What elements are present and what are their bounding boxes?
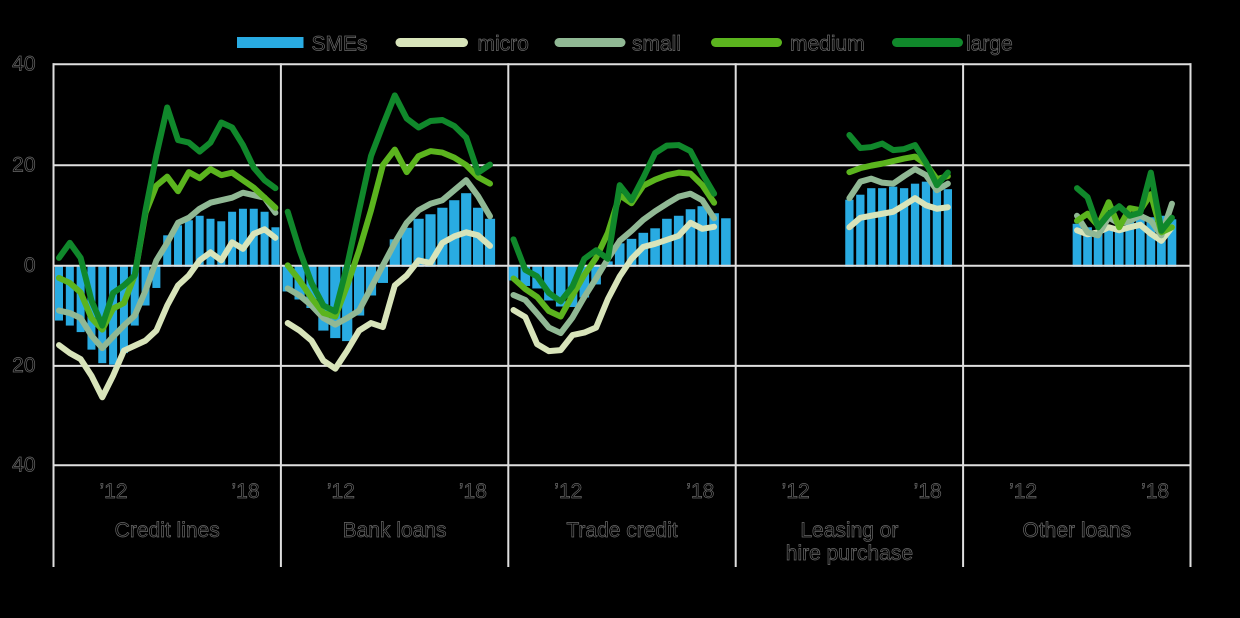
svg-text:Leasing or: Leasing or (800, 519, 898, 542)
svg-text:’18: ’18 (1141, 480, 1169, 503)
svg-text:’18: ’18 (914, 480, 942, 503)
svg-text:Bank loans: Bank loans (343, 519, 447, 542)
svg-text:’12: ’12 (327, 480, 355, 503)
svg-text:Trade credit: Trade credit (566, 519, 677, 542)
svg-text:0: 0 (24, 254, 36, 277)
svg-text:40: 40 (12, 454, 35, 477)
svg-text:hire purchase: hire purchase (786, 542, 913, 565)
svg-text:’18: ’18 (459, 480, 487, 503)
svg-text:’18: ’18 (231, 480, 259, 503)
svg-text:Other loans: Other loans (1023, 519, 1132, 542)
svg-text:’12: ’12 (782, 480, 810, 503)
svg-text:40: 40 (12, 53, 35, 76)
svg-text:20: 20 (12, 154, 35, 177)
svg-text:Credit lines: Credit lines (115, 519, 220, 542)
svg-text:SMEs: SMEs (312, 32, 368, 55)
svg-text:’18: ’18 (686, 480, 714, 503)
svg-text:’12: ’12 (554, 480, 582, 503)
svg-text:small: small (632, 32, 681, 55)
svg-text:’12: ’12 (1009, 480, 1037, 503)
svg-text:medium: medium (790, 32, 865, 55)
svg-text:large: large (966, 32, 1013, 55)
svg-text:20: 20 (12, 354, 35, 377)
svg-text:micro: micro (478, 32, 529, 55)
svg-text:’12: ’12 (99, 480, 127, 503)
